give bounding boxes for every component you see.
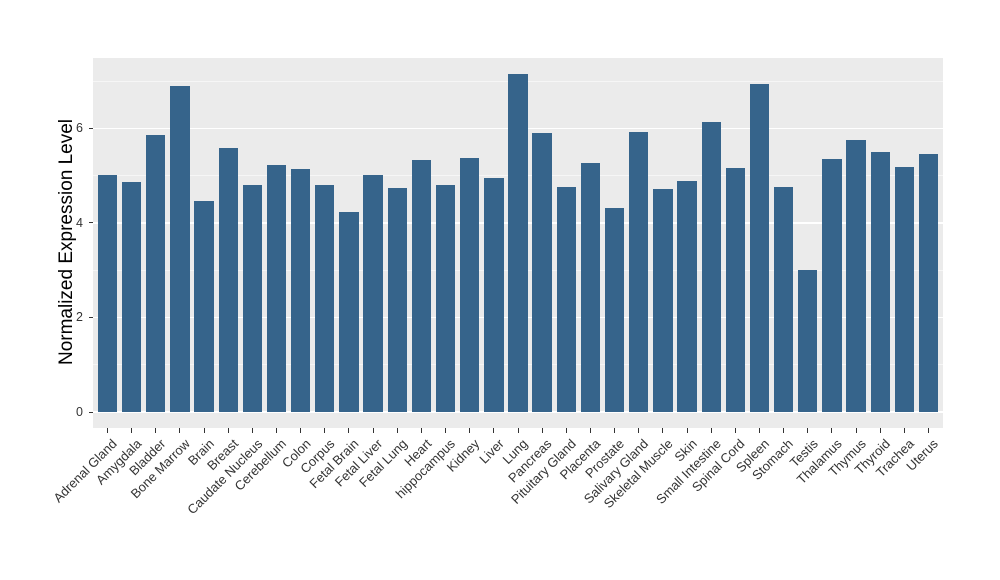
bar bbox=[411, 160, 432, 412]
x-tick-mark bbox=[469, 428, 471, 433]
x-tick-mark bbox=[445, 428, 447, 433]
chart-panel bbox=[93, 58, 943, 428]
bar bbox=[846, 139, 866, 412]
x-tick-mark bbox=[155, 428, 157, 433]
bar bbox=[894, 167, 915, 412]
bar bbox=[532, 132, 552, 412]
bar bbox=[773, 186, 794, 412]
x-tick-mark bbox=[710, 428, 712, 433]
x-tick-mark bbox=[251, 428, 253, 433]
y-tick-label: 6 bbox=[76, 121, 83, 136]
bar bbox=[363, 174, 383, 412]
x-tick-mark bbox=[903, 428, 905, 433]
x-tick-mark bbox=[324, 428, 326, 433]
bar bbox=[339, 211, 359, 412]
bar bbox=[508, 74, 528, 412]
bar bbox=[701, 121, 721, 412]
x-tick-mark bbox=[565, 428, 567, 433]
x-tick-mark bbox=[662, 428, 664, 433]
bar bbox=[315, 185, 335, 412]
bar bbox=[460, 157, 480, 412]
x-tick-mark bbox=[396, 428, 398, 433]
x-tick-mark bbox=[300, 428, 302, 433]
x-tick-mark bbox=[734, 428, 736, 433]
y-tick-mark bbox=[88, 316, 93, 318]
bar bbox=[387, 187, 407, 412]
bar bbox=[725, 168, 745, 412]
x-tick-mark bbox=[276, 428, 278, 433]
x-tick-mark bbox=[686, 428, 688, 433]
y-tick-mark bbox=[88, 411, 93, 413]
major-gridline bbox=[93, 411, 943, 413]
x-tick-mark bbox=[758, 428, 760, 433]
x-tick-mark bbox=[179, 428, 181, 433]
x-tick-mark bbox=[106, 428, 108, 433]
y-axis-title: Normalized Expression Level bbox=[56, 118, 77, 366]
x-tick-mark bbox=[831, 428, 833, 433]
bar bbox=[146, 134, 166, 412]
bar bbox=[435, 185, 456, 412]
y-tick-label: 0 bbox=[76, 405, 83, 419]
bar bbox=[870, 152, 890, 412]
x-tick-mark bbox=[493, 428, 495, 433]
y-tick-label: 4 bbox=[76, 215, 83, 230]
bar bbox=[218, 148, 238, 412]
y-tick-label: 2 bbox=[76, 310, 83, 325]
x-tick-mark bbox=[203, 428, 205, 433]
bar bbox=[291, 169, 311, 412]
x-tick-mark bbox=[372, 428, 374, 433]
bar bbox=[97, 175, 118, 412]
x-tick-mark bbox=[589, 428, 591, 433]
x-tick-mark bbox=[807, 428, 809, 433]
y-tick-mark bbox=[88, 222, 93, 224]
x-tick-mark bbox=[614, 428, 616, 433]
x-tick-mark bbox=[928, 428, 929, 433]
y-tick-mark bbox=[88, 127, 93, 129]
x-tick-mark bbox=[879, 428, 881, 433]
bar bbox=[918, 153, 939, 412]
bar bbox=[242, 185, 263, 412]
x-tick-mark bbox=[541, 428, 543, 433]
bar bbox=[822, 159, 842, 412]
bar bbox=[798, 270, 818, 412]
x-tick-mark bbox=[227, 428, 229, 433]
x-tick-mark bbox=[517, 428, 519, 433]
x-tick-mark bbox=[131, 428, 133, 433]
bar bbox=[580, 163, 601, 412]
x-tick-mark bbox=[783, 428, 785, 433]
bar bbox=[266, 164, 287, 412]
bar bbox=[629, 131, 649, 412]
x-tick-mark bbox=[638, 428, 640, 433]
x-tick-mark bbox=[420, 428, 422, 433]
bar bbox=[121, 181, 142, 412]
bar bbox=[556, 186, 576, 412]
bar bbox=[170, 85, 190, 412]
bar bbox=[484, 177, 504, 412]
bar bbox=[677, 180, 697, 412]
bar bbox=[604, 207, 625, 412]
bar bbox=[749, 84, 770, 412]
bar bbox=[194, 201, 214, 412]
x-tick-mark bbox=[855, 428, 857, 433]
x-tick-label: Liver bbox=[475, 436, 507, 467]
bar bbox=[653, 189, 673, 412]
x-tick-mark bbox=[348, 428, 350, 433]
